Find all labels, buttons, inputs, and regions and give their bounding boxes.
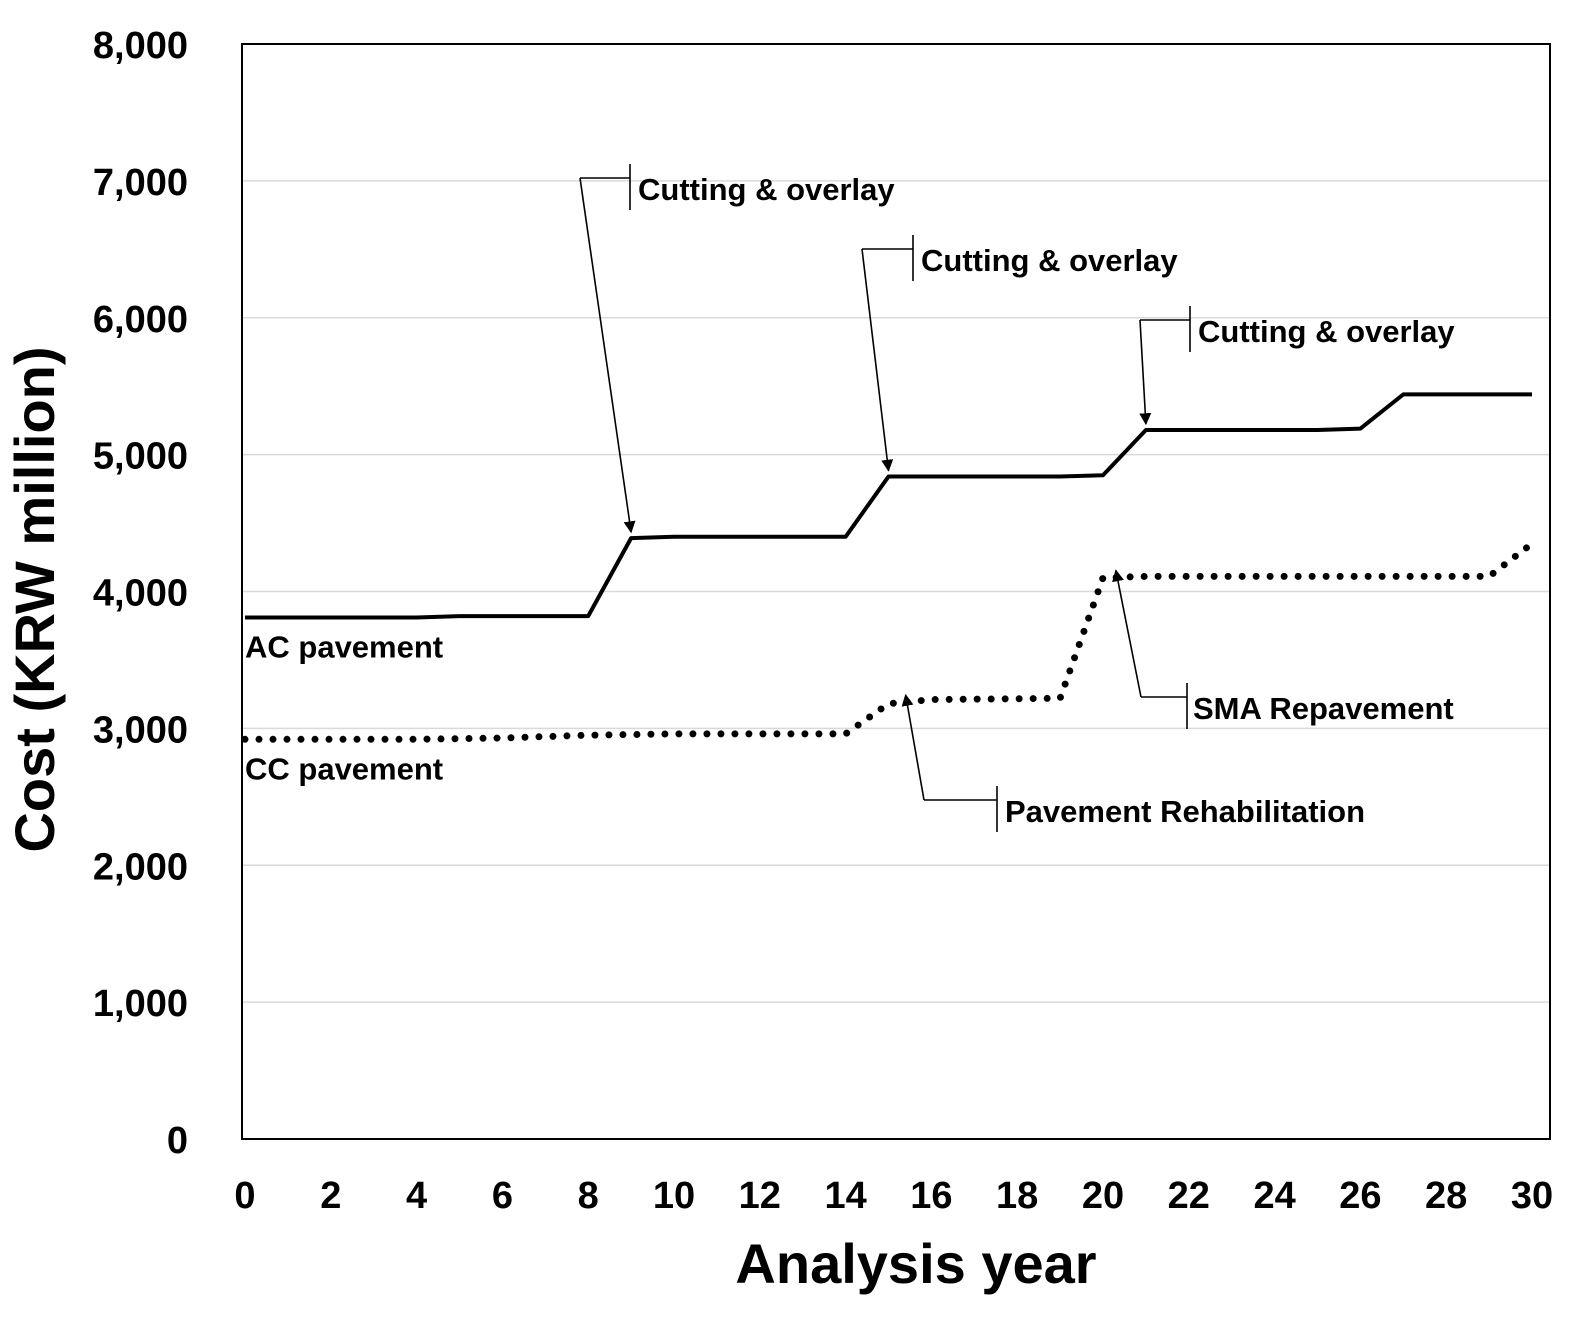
annotation-arrow bbox=[1112, 569, 1142, 698]
annotation: Cutting & overlay bbox=[1139, 306, 1455, 426]
y-tick-labels: 0 1,000 2,000 3,000 4,000 5,000 6,000 7,000 8,00… bbox=[93, 25, 188, 1162]
x-tick-label: 8 bbox=[578, 1175, 599, 1217]
x-tick-label: 22 bbox=[1168, 1175, 1210, 1217]
grid bbox=[242, 180, 1550, 1003]
x-tick-label: 4 bbox=[406, 1175, 427, 1217]
y-tick-label: 1,000 bbox=[93, 983, 188, 1025]
annotation-arrow bbox=[579, 177, 636, 534]
annotation-label: Pavement Rehabilitation bbox=[1005, 794, 1365, 829]
x-tick-label: 0 bbox=[234, 1175, 255, 1217]
annotation-label: Cutting & overlay bbox=[638, 172, 895, 207]
annotation-label: Cutting & overlay bbox=[921, 243, 1178, 278]
x-tick-labels: 0 2 4 6 8 10 12 14 16 18 20 22 24 26 28 30 bbox=[234, 1175, 1553, 1217]
y-tick-label: 5,000 bbox=[93, 436, 188, 478]
annotation-arrow bbox=[861, 248, 894, 472]
series-line-cc-pavement bbox=[241, 540, 1536, 743]
x-tick-label: 20 bbox=[1082, 1175, 1124, 1217]
x-tick-label: 6 bbox=[492, 1175, 513, 1217]
y-tick-label: 2,000 bbox=[93, 846, 188, 888]
x-tick-label: 28 bbox=[1425, 1175, 1467, 1217]
y-axis-title: Cost (KRW million) bbox=[3, 346, 66, 852]
series-line-ac-pavement bbox=[245, 392, 1532, 620]
annotation-arrow bbox=[1139, 319, 1152, 426]
y-tick-label: 8,000 bbox=[93, 25, 188, 67]
x-tick-label: 16 bbox=[910, 1175, 952, 1217]
y-tick-label: 3,000 bbox=[93, 709, 188, 751]
annotation: SMA Repavement bbox=[1112, 569, 1454, 729]
x-tick-label: 10 bbox=[653, 1175, 695, 1217]
y-tick-label: 0 bbox=[167, 1120, 188, 1162]
x-tick-label: 24 bbox=[1253, 1175, 1295, 1217]
x-tick-label: 26 bbox=[1339, 1175, 1381, 1217]
x-tick-label: 30 bbox=[1511, 1175, 1553, 1217]
y-tick-label: 7,000 bbox=[93, 162, 188, 204]
series-label: AC pavement bbox=[245, 630, 443, 665]
x-tick-label: 2 bbox=[320, 1175, 341, 1217]
annotation-label: Cutting & overlay bbox=[1198, 314, 1455, 349]
annotation: Cutting & overlay bbox=[861, 235, 1178, 472]
x-axis-title: Analysis year bbox=[735, 1232, 1096, 1295]
annotations: Cutting & overlay Cutting & overlay Cuttin… bbox=[579, 164, 1455, 832]
annotation-arrow bbox=[901, 693, 925, 801]
series-layer: AC pavement CC pavement bbox=[241, 392, 1536, 786]
annotation-label: SMA Repavement bbox=[1193, 691, 1454, 726]
annotation: Cutting & overlay bbox=[579, 164, 895, 534]
x-tick-label: 14 bbox=[824, 1175, 866, 1217]
plot-frame bbox=[241, 43, 1551, 1140]
series-label: CC pavement bbox=[245, 751, 443, 786]
x-tick-label: 12 bbox=[739, 1175, 781, 1217]
annotation: Pavement Rehabilitation bbox=[901, 693, 1365, 832]
x-tick-label: 18 bbox=[996, 1175, 1038, 1217]
y-tick-label: 6,000 bbox=[93, 299, 188, 341]
y-tick-label: 4,000 bbox=[93, 573, 188, 615]
